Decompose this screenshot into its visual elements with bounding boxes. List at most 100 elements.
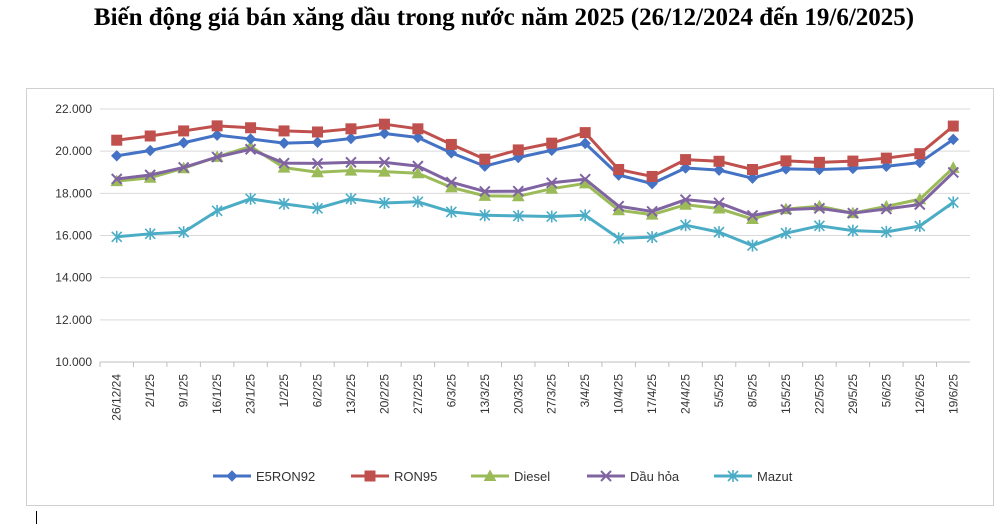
data-point (311, 157, 324, 170)
chart-frame (26, 88, 994, 506)
data-point (311, 202, 324, 215)
data-point (713, 155, 725, 167)
data-point (546, 177, 558, 189)
data-point (412, 123, 424, 135)
data-point (579, 127, 591, 139)
data-point (211, 204, 223, 217)
data-point (914, 156, 926, 169)
data-point (914, 148, 926, 160)
series-line (116, 147, 955, 217)
data-point (445, 180, 458, 193)
data-point (880, 203, 893, 215)
data-point (646, 170, 658, 182)
data-point (780, 155, 792, 167)
data-point (646, 231, 658, 244)
x-tick-label: 16/1/25 (210, 374, 224, 414)
data-point (512, 185, 524, 197)
data-point (211, 129, 223, 141)
data-point (780, 163, 792, 175)
data-point (178, 226, 190, 239)
legend-marker (600, 470, 612, 482)
data-point (278, 157, 290, 169)
data-point (780, 227, 792, 240)
legend-marker (364, 470, 376, 482)
x-tick-label: 17/4/25 (645, 374, 659, 414)
data-point (211, 120, 223, 132)
data-point (680, 154, 692, 166)
data-point (344, 164, 358, 176)
data-point (244, 143, 257, 155)
x-tick-label: 1/2/25 (277, 374, 291, 408)
x-tick-label: 29/5/25 (846, 374, 860, 414)
data-point (813, 202, 826, 215)
data-point (713, 226, 725, 239)
data-point (512, 209, 524, 222)
data-point (847, 207, 859, 219)
data-point (479, 153, 491, 165)
data-point (345, 132, 357, 145)
legend-item: Mazut (714, 469, 793, 484)
data-point (680, 219, 692, 232)
x-axis-ticks: 26/12/24 2/1/25 9/1/25 16/1/25 23/1/25 1/2/25… (99, 362, 960, 421)
legend-item: E5RON92 (213, 469, 315, 484)
data-point (144, 227, 156, 240)
x-tick-label: 8/5/25 (746, 374, 760, 408)
data-point (177, 137, 190, 149)
x-tick-label: 20/2/25 (377, 374, 391, 414)
data-point (579, 173, 591, 185)
data-point (880, 160, 893, 173)
data-point (579, 209, 591, 222)
data-point (712, 201, 726, 214)
data-point (211, 151, 223, 163)
legend-item: RON95 (351, 469, 437, 484)
legend-item: Diesel (471, 469, 550, 484)
data-point (613, 232, 625, 245)
legend-marker (727, 470, 739, 482)
data-point (111, 134, 123, 146)
series-RON95 (111, 118, 959, 182)
legend-marker (483, 469, 497, 481)
data-point (345, 192, 357, 205)
legend: E5RON92 RON95 Diesel Dầu hỏa Mazut (213, 469, 793, 484)
data-point (746, 172, 759, 184)
x-tick-label: 5/5/25 (712, 374, 726, 408)
data-point (746, 239, 759, 252)
x-tick-label: 26/12/24 (110, 374, 124, 421)
x-tick-label: 2/1/25 (143, 374, 157, 408)
chart-title: Biến động giá bán xăng dầu trong nước nă… (93, 4, 915, 31)
x-tick-label: 10/4/25 (612, 374, 626, 414)
data-point (880, 152, 892, 164)
y-tick-label: 10.000 (55, 355, 92, 369)
x-tick-label: 22/5/25 (812, 374, 826, 414)
data-point (813, 219, 825, 232)
series-E5RON92 (111, 127, 959, 190)
data-point (412, 160, 424, 172)
x-tick-label: 24/4/25 (679, 374, 693, 414)
data-point (177, 161, 190, 174)
x-tick-label: 27/2/25 (411, 374, 425, 414)
data-point (245, 192, 257, 205)
data-point (579, 137, 591, 150)
data-point (613, 164, 625, 176)
data-point (445, 176, 458, 188)
data-point (813, 156, 825, 168)
y-tick-label: 22.000 (55, 102, 92, 116)
y-tick-label: 12.000 (55, 313, 92, 327)
data-point (947, 133, 959, 146)
data-point (713, 164, 725, 176)
data-point (245, 122, 257, 134)
series-line (116, 122, 955, 178)
x-tick-label: 13/2/25 (344, 374, 358, 414)
data-point (847, 224, 859, 237)
data-point (345, 156, 357, 169)
y-tick-label: 14.000 (55, 271, 92, 285)
x-tick-label: 12/6/25 (913, 374, 927, 414)
data-point (312, 126, 323, 138)
data-point (378, 127, 391, 140)
data-point (144, 144, 156, 157)
data-point (111, 173, 123, 185)
x-tick-label: 6/3/25 (444, 374, 458, 408)
data-point (546, 137, 558, 149)
data-point (244, 133, 257, 145)
data-point (178, 125, 190, 137)
